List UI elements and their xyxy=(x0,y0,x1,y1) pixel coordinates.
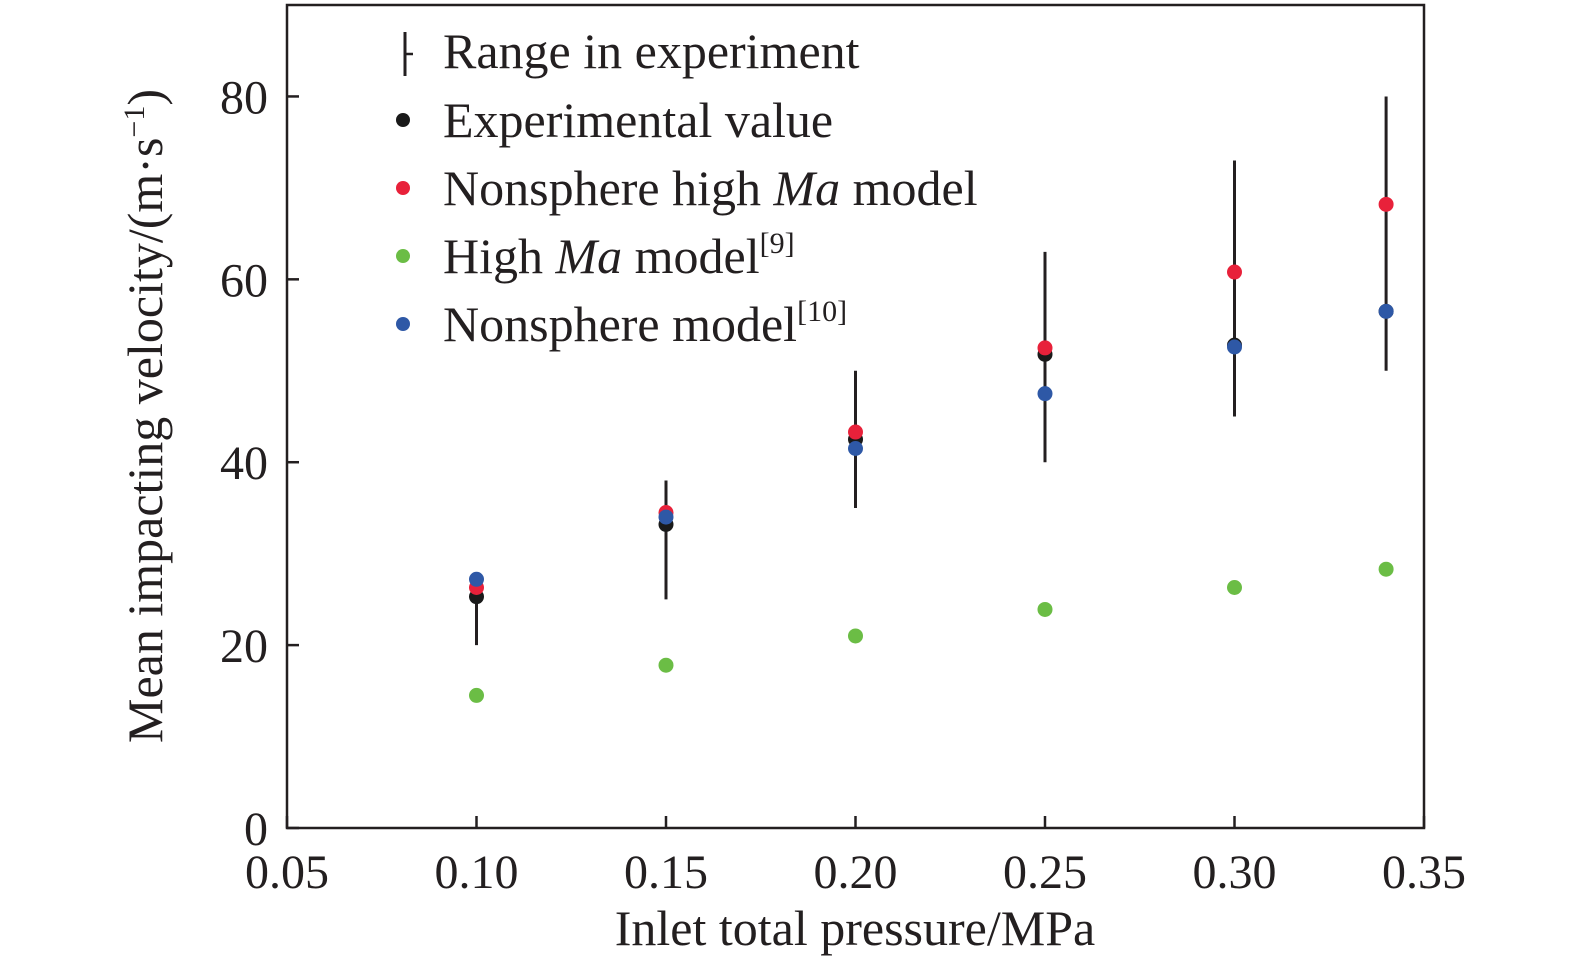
series-nonsphere xyxy=(469,303,1394,587)
y-tick-label: 0 xyxy=(244,803,268,856)
x-tick-label: 0.10 xyxy=(435,846,519,899)
x-tick-label: 0.15 xyxy=(624,846,708,899)
data-point xyxy=(658,657,674,673)
x-tick-label: 0.25 xyxy=(1003,846,1087,899)
data-point xyxy=(1037,340,1053,356)
y-axis-label-close: ) xyxy=(117,89,173,106)
data-point xyxy=(848,628,863,644)
y-tick-label: 80 xyxy=(220,71,268,124)
legend-item-high-ma: High Ma model[9] xyxy=(396,227,795,284)
legend-label-range: Range in experiment xyxy=(443,23,860,79)
legend-nonsphere-marker xyxy=(396,317,410,331)
error-bars xyxy=(475,96,1388,646)
series-high-ma xyxy=(469,561,1394,703)
legend-item-experimental: Experimental value xyxy=(396,92,833,148)
data-point xyxy=(1378,303,1394,319)
data-point xyxy=(1037,386,1053,402)
legend-label-nonsphere: Nonsphere model[10] xyxy=(443,295,847,352)
x-axis-label: Inlet total pressure/MPa xyxy=(615,900,1095,956)
data-point xyxy=(469,687,484,703)
legend-label-experimental: Experimental value xyxy=(443,92,833,148)
x-axis-ticks: 0.05 0.10 0.15 0.20 0.25 0.30 0.35 xyxy=(245,816,1466,899)
data-point xyxy=(848,424,863,440)
data-points xyxy=(469,196,1394,703)
legend-item-range: Range in experiment xyxy=(403,23,860,79)
legend-item-nonsphere: Nonsphere model[10] xyxy=(396,295,847,352)
data-point xyxy=(469,571,484,587)
data-point xyxy=(1227,264,1242,280)
y-tick-label: 20 xyxy=(220,620,268,673)
x-tick-label: 0.05 xyxy=(245,846,329,899)
x-tick-label: 0.35 xyxy=(1382,846,1466,899)
data-point xyxy=(1378,561,1394,577)
data-point xyxy=(1378,196,1394,212)
data-point xyxy=(1227,339,1242,355)
legend-label-nonsphere-high-ma: Nonsphere high Ma model xyxy=(443,160,978,216)
legend: Range in experiment Experimental value N… xyxy=(396,23,978,352)
legend-experimental-marker xyxy=(396,113,410,127)
y-axis-label-sup: −1 xyxy=(118,106,151,138)
y-axis-label: Mean impacting velocity/(m·s−1) xyxy=(117,89,173,743)
legend-nonsphere-high-ma-marker xyxy=(396,181,410,195)
legend-label-high-ma: High Ma model[9] xyxy=(443,227,795,284)
y-tick-label: 60 xyxy=(220,254,268,307)
data-point xyxy=(1037,601,1053,617)
data-point xyxy=(1227,580,1242,596)
legend-item-nonsphere-high-ma: Nonsphere high Ma model xyxy=(396,160,978,216)
y-tick-label: 40 xyxy=(220,437,268,490)
x-tick-label: 0.30 xyxy=(1193,846,1277,899)
legend-high-ma-marker xyxy=(396,249,410,263)
y-axis-label-main: Mean impacting velocity/(m·s xyxy=(117,138,173,743)
y-axis-ticks: 0 20 40 60 80 xyxy=(220,71,299,856)
data-point xyxy=(848,441,863,457)
data-point xyxy=(658,509,674,525)
x-tick-label: 0.20 xyxy=(814,846,898,899)
